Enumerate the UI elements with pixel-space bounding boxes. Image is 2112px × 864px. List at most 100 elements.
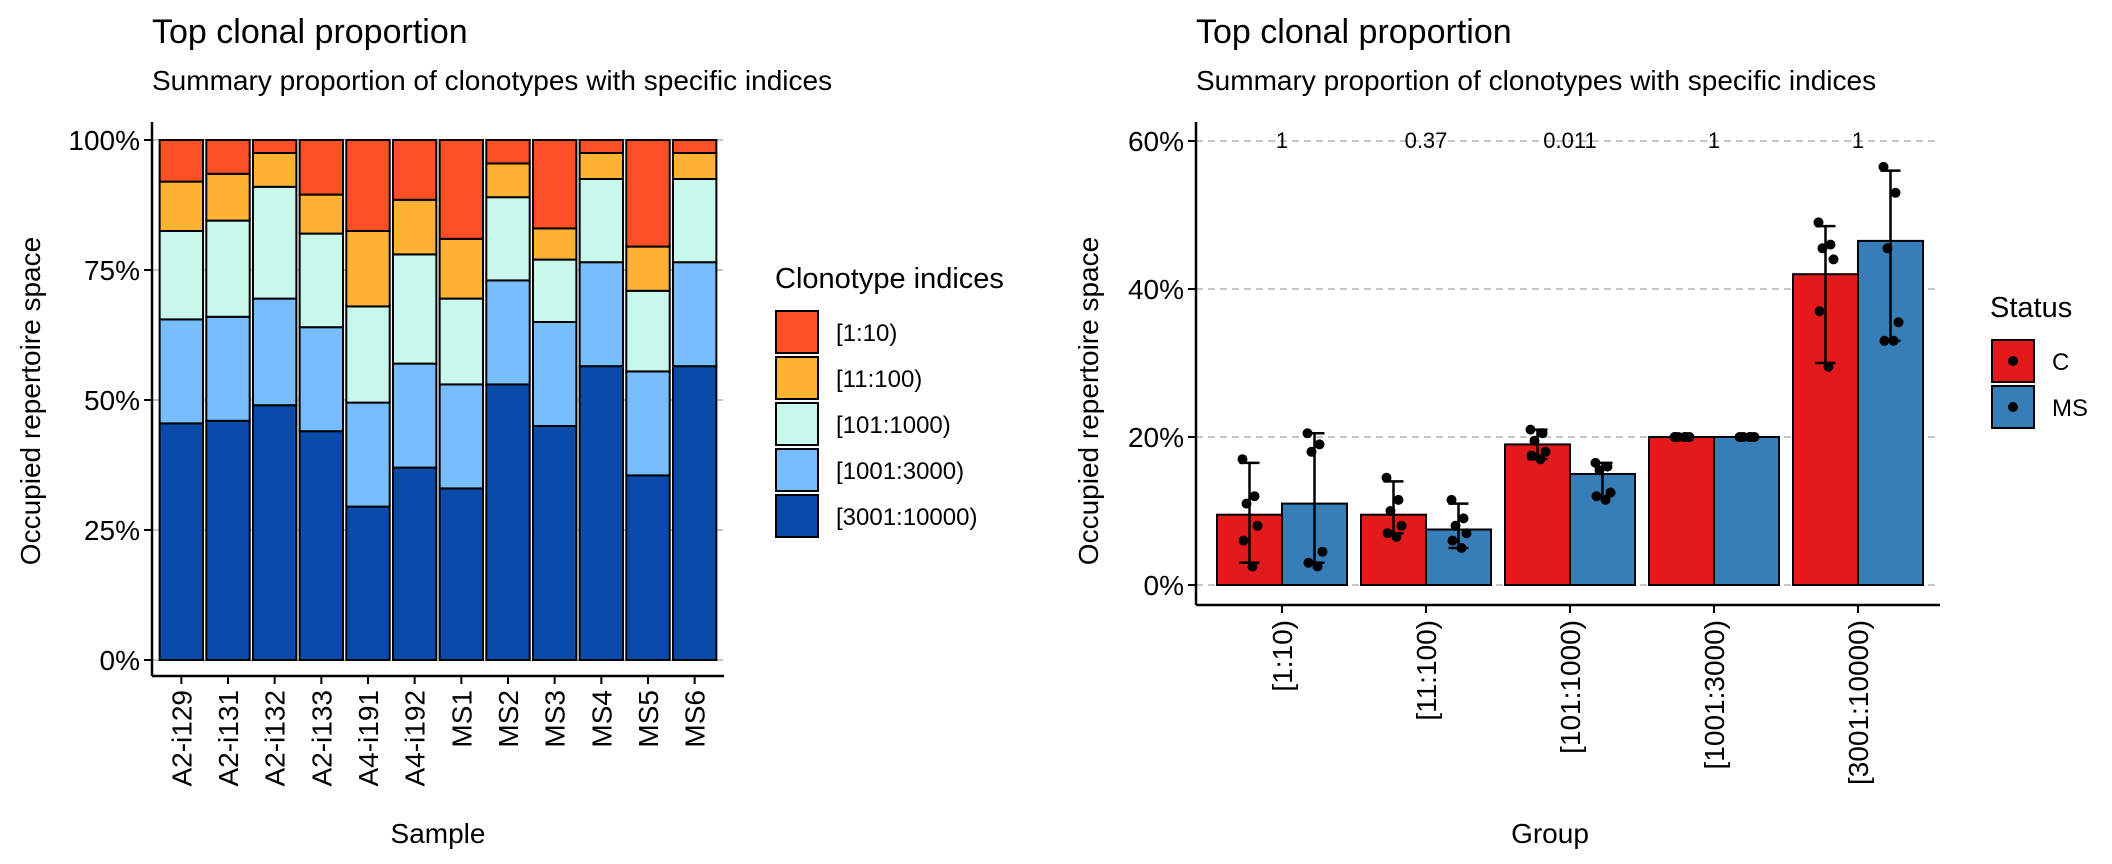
bar-segment [671,152,718,180]
bar-segment [531,321,578,427]
x-tick-label: A4-i192 [400,690,431,787]
left-legend-title: Clonotype indices [775,263,1004,295]
bar-segment [485,139,531,165]
bar-segment [158,318,205,425]
bar-segment [205,219,251,318]
bar-segment [391,466,438,661]
bar-segment [531,258,578,324]
legend-swatch [775,402,819,446]
bar-segment [671,178,718,264]
legend-label: C [2052,349,2069,376]
x-tick-label: [1:10) [1267,620,1298,692]
y-tick-label: 20% [1128,422,1184,453]
bar-segment [578,261,625,368]
data-point [1391,531,1402,542]
data-point [1893,317,1904,328]
x-tick-label: A2-i133 [306,690,337,787]
bar-segment [438,139,485,240]
bar-segment [438,297,485,386]
x-tick-label: A2-i132 [260,690,291,787]
bar-segment [205,419,251,661]
p-value-label: 1 [1852,128,1864,153]
data-point [1382,528,1393,539]
bar-segment [345,505,391,661]
y-tick-label: 50% [84,385,140,416]
data-point [1312,561,1323,572]
data-point [1594,465,1605,476]
bar-segment [671,139,718,154]
x-tick-label: MS3 [540,690,571,748]
bar [1713,436,1780,586]
right-y-axis-label: Occupied repertoire space [1073,237,1104,565]
legend-point-marker [2008,402,2018,412]
left-chart-title: Top clonal proportion [152,13,468,51]
data-point [1525,424,1536,435]
data-point [1237,454,1248,465]
data-point [1679,432,1690,442]
bar-segment [578,178,625,264]
bar-segment [251,404,298,662]
x-tick-label: [3001:10000) [1843,620,1874,785]
right-legend-title: Status [1990,292,2072,324]
y-tick-label: 40% [1128,274,1184,305]
data-point [1526,450,1537,461]
x-tick-label: A4-i191 [353,690,384,787]
data-point [1306,446,1317,457]
data-point [1447,535,1458,546]
left-chart-subtitle: Summary proportion of clonotypes with sp… [152,65,832,96]
data-point [1828,254,1839,265]
bar-segment [438,237,485,300]
bar-segment [391,139,438,201]
bar-segment [298,430,345,662]
bar-segment [298,193,345,235]
p-value-label: 0.37 [1405,128,1448,153]
left-plot-area: 0% 25% 50% 75% 100% A2-i129 A2-i131 A2-i132 A2-i… [68,122,977,787]
bar-segment [205,172,251,222]
data-point [1878,161,1889,172]
bar-segment [205,315,251,422]
bar-segment [578,365,625,661]
bar-segment [345,305,391,404]
legend-label: [11:100) [836,366,922,393]
p-value-label: 0.011 [1543,128,1596,153]
legend-swatch [775,494,819,538]
data-point [1540,446,1551,457]
bar-segment [158,180,205,233]
bar-segment [485,279,531,386]
data-point [1825,239,1836,250]
y-tick-label: 60% [1128,126,1184,157]
y-tick-label: 0% [100,645,140,676]
data-point [1450,520,1461,531]
x-tick-label: MS4 [586,690,617,748]
data-point [1456,543,1467,553]
bar-segment [671,365,718,661]
bar-segment [251,152,298,188]
x-tick-label: A2-i129 [166,690,197,787]
x-tick-label: [11:100) [1411,620,1442,721]
x-tick-label: MS6 [680,690,711,748]
bar [1504,443,1571,586]
x-tick-label: MS2 [493,690,524,748]
right-plot-area: 0% 20% 40% 60% 1 [1:10) 0.37 [11:100) 0.011 [101:… [1128,122,2088,785]
left-x-axis-label: Sample [391,818,486,849]
data-point [1238,535,1249,546]
bar-segment [531,139,578,230]
data-point [1385,506,1396,516]
data-point [1529,435,1540,446]
data-point [1381,472,1392,483]
bar-segment [625,139,671,248]
legend-label: [3001:10000) [836,504,977,531]
bar-segment [158,230,205,321]
x-tick-label: A2-i131 [213,690,244,787]
data-point [1537,428,1548,439]
bar-segment [438,383,485,490]
bar-segment [625,245,671,292]
bar-segment [531,425,578,661]
x-tick-label: MS1 [446,690,477,748]
right-x-axis-label: Group [1511,818,1589,849]
bar-segment [531,227,578,261]
legend-label: [101:1000) [836,412,951,439]
data-point [1535,454,1546,465]
right-chart-subtitle: Summary proportion of clonotypes with sp… [1196,65,1876,96]
data-point [1817,243,1828,254]
